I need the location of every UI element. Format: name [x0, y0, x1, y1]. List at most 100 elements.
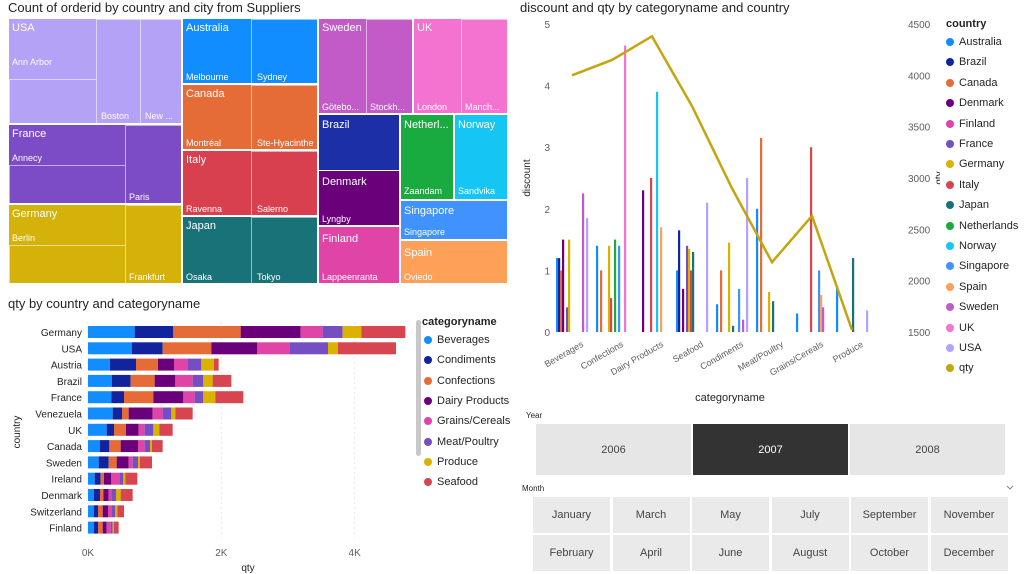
treemap-city-cell[interactable]: [9, 79, 96, 123]
legend-item-brazil[interactable]: Brazil: [946, 56, 987, 68]
treemap-city-cell[interactable]: [9, 165, 125, 203]
legend-item-confections[interactable]: Confections: [424, 375, 495, 387]
bar-segment: [98, 521, 103, 534]
bar-segment: [212, 374, 232, 387]
left-tick-label: 5: [544, 20, 550, 31]
bar-segment: [201, 358, 214, 371]
legend-item-italy[interactable]: Italy: [946, 179, 979, 191]
treemap-cell-germany[interactable]: GermanyBerlinCuxhavenFrankfurt: [8, 204, 182, 284]
treemap-city-cell[interactable]: [125, 125, 181, 203]
year-tile-2007[interactable]: 2007: [693, 424, 848, 475]
treemap-city-label: Sydney: [257, 72, 288, 82]
treemap-country-label: Brazil: [322, 119, 350, 131]
treemap-cell-japan[interactable]: Japan Osaka Tokyo: [182, 216, 318, 284]
treemap-cell-france[interactable]: FranceAnnecyMontceauParis: [8, 124, 182, 204]
bar-chart[interactable]: 0K 2K 4K qty country Germany USA Austria Brazil F…: [0, 314, 416, 574]
legend-item-germany[interactable]: Germany: [946, 158, 1004, 170]
month-tile-september[interactable]: September: [851, 497, 928, 533]
bar-segment: [94, 472, 101, 485]
legend-item-sweden[interactable]: Sweden: [946, 301, 999, 313]
x-axis-title: categoryname: [695, 392, 765, 404]
treemap-city-cell[interactable]: [461, 19, 507, 113]
bar-segment: [122, 407, 129, 420]
legend-dot: [424, 396, 432, 405]
treemap-city-cell[interactable]: [96, 19, 140, 123]
bar-segment: [162, 342, 212, 355]
legend-scrollbar[interactable]: [416, 320, 421, 456]
treemap-cell-canada[interactable]: Canada Montréal Ste-Hyacinthe: [182, 84, 318, 150]
legend-item-netherlands[interactable]: Netherlands: [946, 220, 1018, 232]
column-bar: [660, 227, 663, 332]
treemap-city-cell[interactable]: [140, 19, 181, 123]
bar-segment: [109, 440, 121, 453]
y-tick-label: UK: [68, 426, 82, 437]
legend-item-beverages[interactable]: Beverages: [424, 334, 490, 346]
legend-item-meat-poultry[interactable]: Meat/Poultry: [424, 436, 499, 448]
legend-item-seafood[interactable]: Seafood: [424, 476, 478, 488]
legend-item-produce[interactable]: Produce: [424, 456, 478, 468]
bar-segment: [120, 489, 133, 501]
legend-item-singapore[interactable]: Singapore: [946, 260, 1009, 272]
year-tile-2008[interactable]: 2008: [850, 424, 1005, 475]
bar-segment: [290, 342, 328, 355]
treemap-cell-sweden[interactable]: Sweden Götebo... Stockh...: [318, 18, 413, 114]
combo-chart[interactable]: 0 1 2 3 4 5 1500 2000 2500 3000 3500 4000 4500 discou…: [520, 14, 940, 408]
year-tile-2006[interactable]: 2006: [536, 424, 691, 475]
month-tile-november[interactable]: November: [930, 497, 1008, 533]
legend-item-canada[interactable]: Canada: [946, 77, 998, 89]
treemap-cell-netherl[interactable]: Netherl... Zaandam: [400, 114, 454, 200]
month-tile-july[interactable]: July: [771, 497, 849, 533]
treemap-cell-australia[interactable]: Australia Melbourne Sydney: [182, 18, 318, 84]
legend-item-japan[interactable]: Japan: [946, 199, 989, 211]
treemap-city-cell[interactable]: [251, 151, 317, 215]
bar-segment: [100, 472, 104, 485]
legend-item-uk[interactable]: UK: [946, 322, 974, 334]
treemap-city-cell[interactable]: [9, 245, 125, 283]
column-bar: [568, 239, 571, 332]
treemap-cell-spain[interactable]: Spain Oviedo: [400, 240, 508, 284]
treemap-city-cell[interactable]: [125, 205, 181, 283]
legend-item-qty[interactable]: qty: [946, 362, 974, 374]
month-tile-october[interactable]: October: [851, 535, 928, 571]
legend-label: Denmark: [959, 97, 1004, 110]
bar-segment: [328, 342, 338, 355]
treemap-city-cell[interactable]: [366, 19, 412, 113]
month-tile-may[interactable]: May: [692, 497, 769, 533]
treemap-city-cell[interactable]: [251, 217, 317, 283]
treemap-cell-italy[interactable]: Italy Ravenna Salerno: [182, 150, 318, 216]
legend-item-denmark[interactable]: Denmark: [946, 97, 1004, 109]
month-tile-june[interactable]: June: [692, 535, 769, 571]
bar-segment: [240, 326, 301, 338]
bar-segment: [171, 407, 176, 420]
legend-item-norway[interactable]: Norway: [946, 240, 996, 252]
month-tile-january[interactable]: January: [533, 497, 610, 533]
legend-item-dairy-products[interactable]: Dairy Products: [424, 395, 509, 407]
legend-item-spain[interactable]: Spain: [946, 281, 987, 293]
legend-item-usa[interactable]: USA: [946, 342, 982, 354]
bar-segment: [159, 423, 173, 436]
month-tile-april[interactable]: April: [612, 535, 690, 571]
chevron-down-icon[interactable]: [1006, 485, 1014, 491]
treemap-city-cell[interactable]: [251, 19, 317, 83]
bar-segment: [88, 342, 132, 355]
treemap-cell-uk[interactable]: UK London Manch...: [413, 18, 508, 114]
treemap-cell-norway[interactable]: Norway Sandvika: [454, 114, 508, 200]
treemap-cell-finland[interactable]: Finland Lappeenranta: [318, 226, 400, 284]
treemap-cell-denmark[interactable]: Denmark Lyngby: [318, 170, 400, 226]
treemap-cell-singapore[interactable]: Singapore Singapore: [400, 200, 508, 240]
legend-item-condiments[interactable]: Condiments: [424, 354, 496, 366]
bar-segment: [138, 423, 145, 436]
month-tile-march[interactable]: March: [612, 497, 690, 533]
legend-item-australia[interactable]: Australia: [946, 36, 1002, 48]
bar-segment: [138, 456, 140, 469]
legend-item-grains-cereals[interactable]: Grains/Cereals: [424, 415, 510, 427]
month-tile-february[interactable]: February: [533, 535, 610, 571]
legend-item-finland[interactable]: Finland: [946, 118, 995, 130]
month-tile-december[interactable]: December: [930, 535, 1008, 571]
month-tile-august[interactable]: August: [771, 535, 849, 571]
legend-item-france[interactable]: France: [946, 138, 993, 150]
treemap-city-cell[interactable]: [251, 85, 317, 149]
bar-segment: [138, 440, 145, 453]
